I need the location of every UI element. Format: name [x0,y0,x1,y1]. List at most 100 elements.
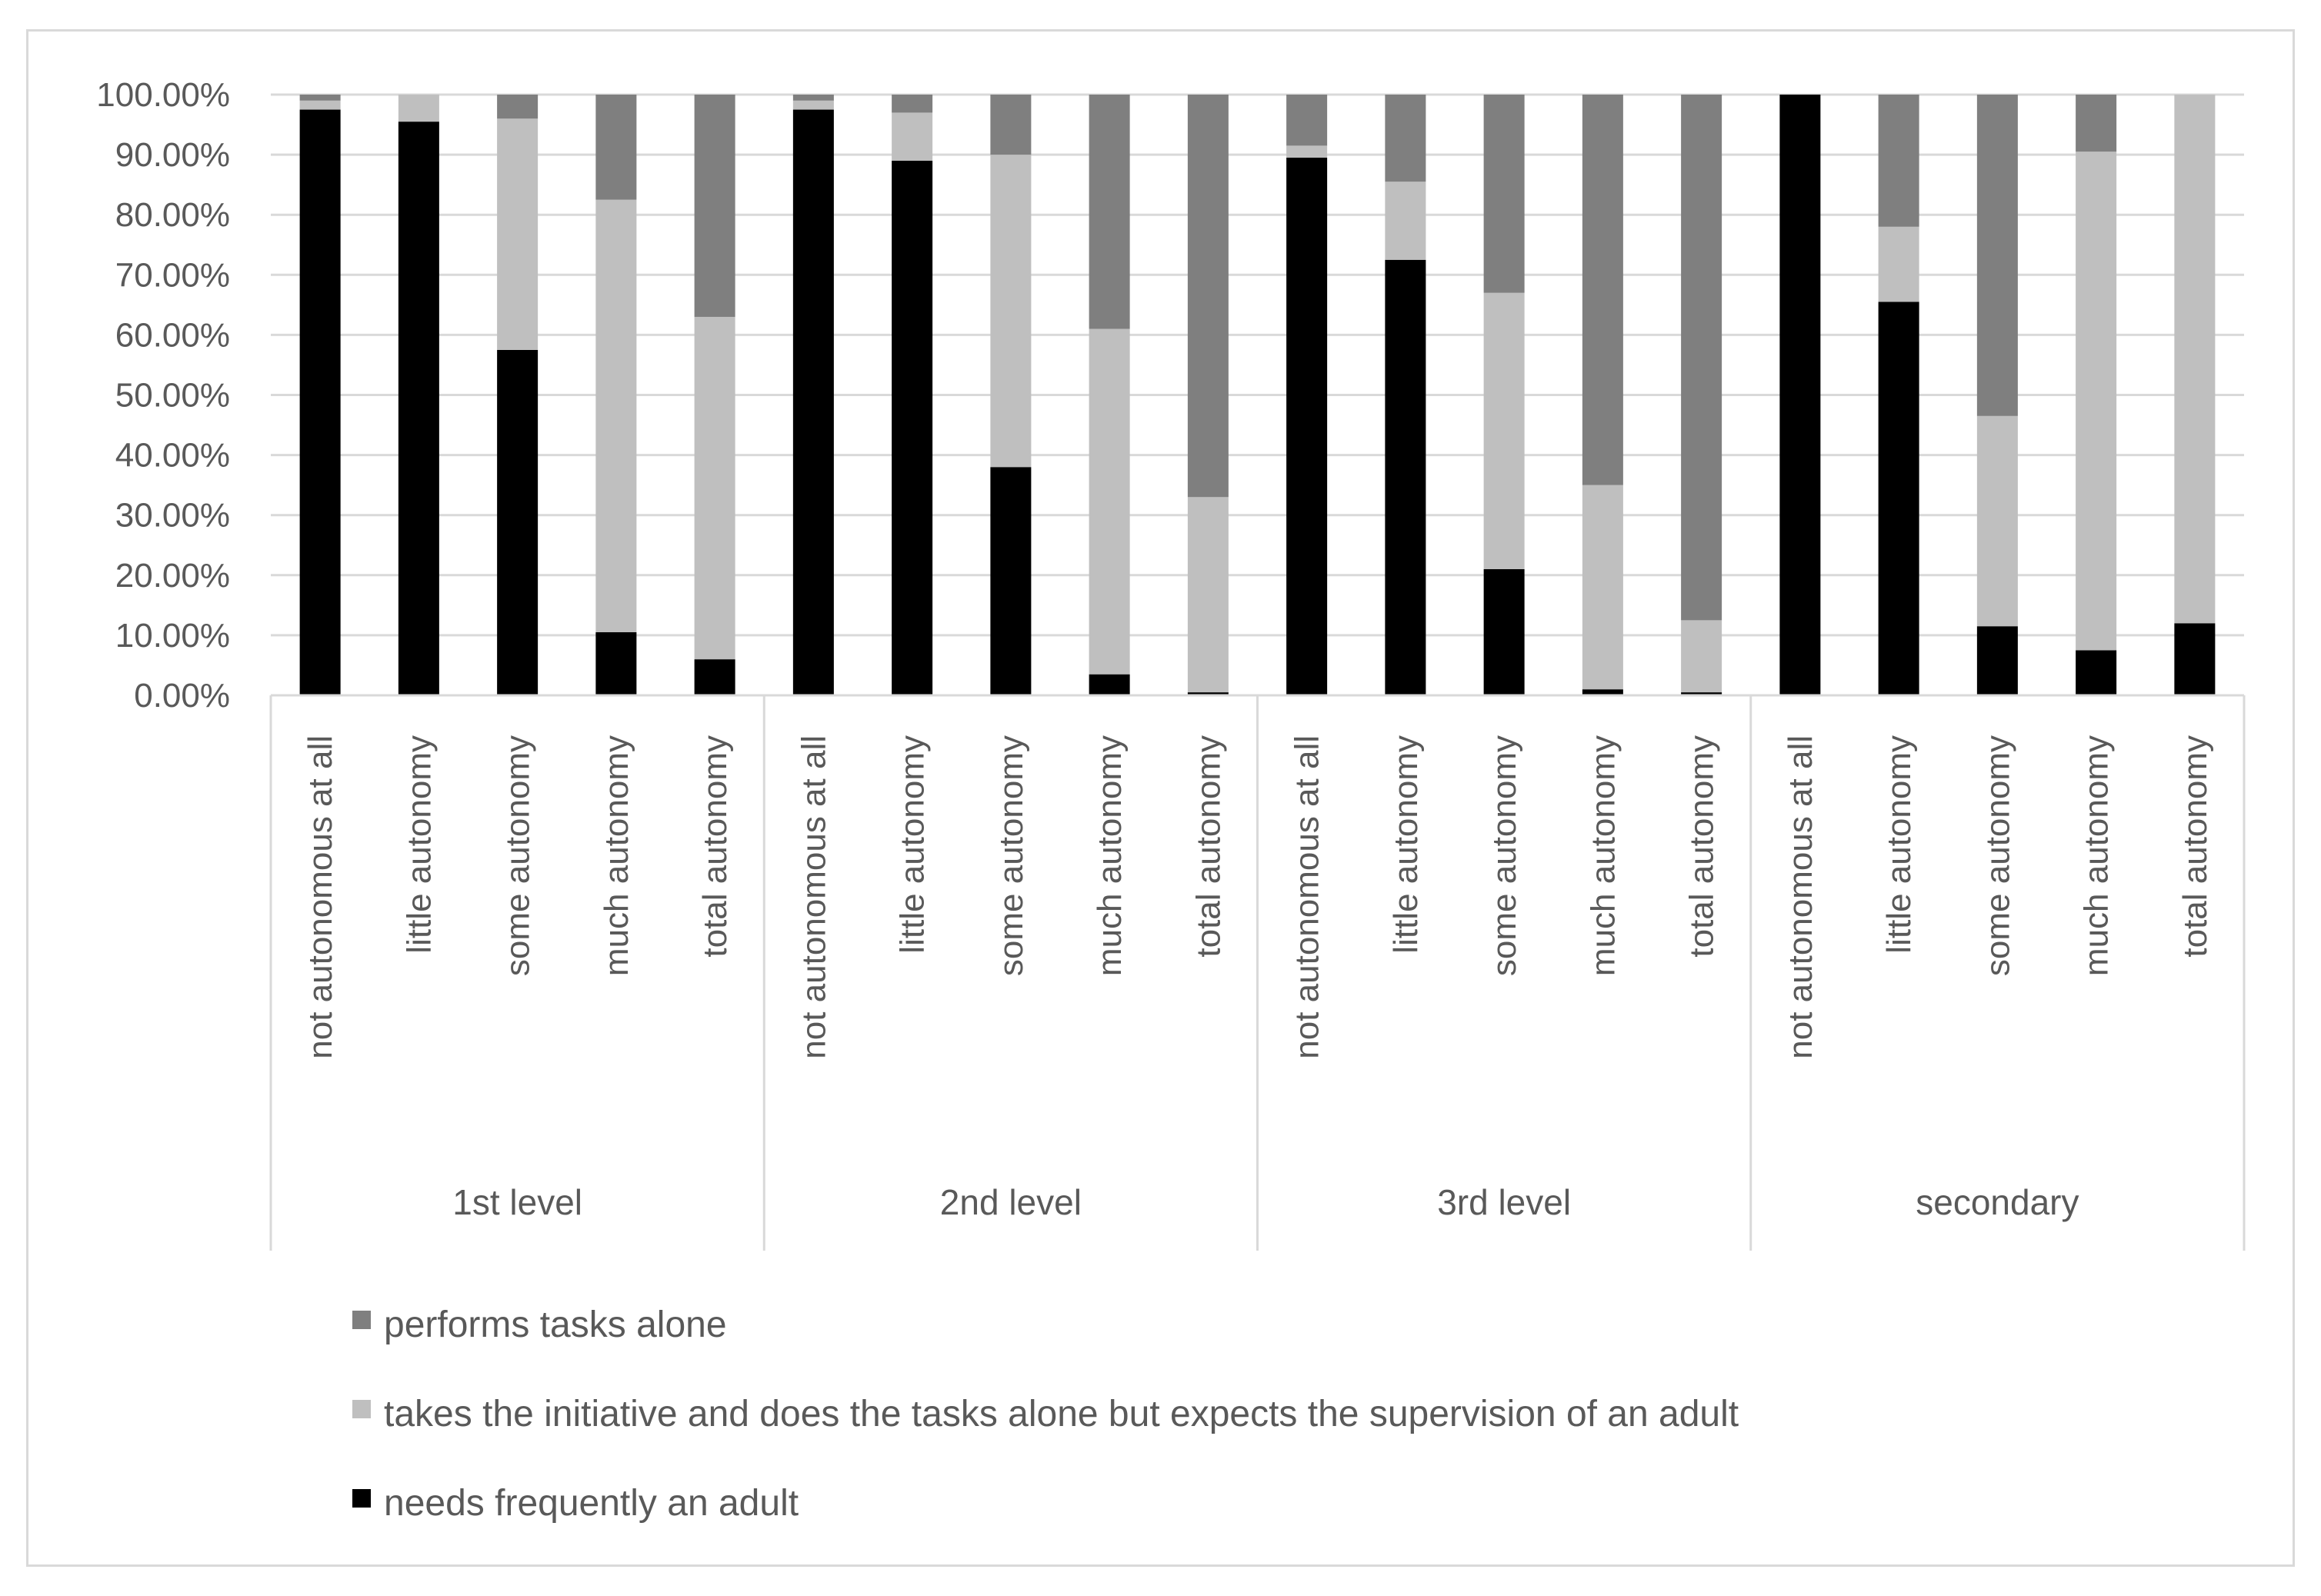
bar-segment-1 [2076,650,2117,695]
bar-segment-3 [990,95,1032,155]
category-label: total autonomy [696,735,734,958]
category-label: total autonomy [1189,735,1227,958]
y-tick-label: 50.00% [115,377,230,415]
bar-segment-3 [1582,95,1623,485]
bar-segment-2 [1976,415,2018,627]
bar-segment-2 [792,100,834,110]
bar-segment-1 [1483,568,1525,695]
bar-segment-2 [2174,95,2216,624]
bar-segment-3 [1385,95,1426,182]
bar-segment-1 [497,349,539,695]
group-label: 3rd level [1437,1182,1571,1222]
y-tick-label: 100.00% [96,76,230,114]
bar-segment-1 [1779,95,1821,695]
bar-segment-2 [1681,620,1722,693]
bar-segment-2 [990,155,1032,468]
category-label: total autonomy [2176,735,2214,958]
legend-swatch [352,1489,371,1508]
bar-segment-2 [1582,485,1623,690]
bar-segment-3 [1681,95,1722,621]
category-label: some autonomy [1486,735,1523,976]
bar-segment-2 [497,118,539,350]
y-axis-tick-labels: 0.00% 10.00% 20.00% 30.00% 40.00% 50.00% 60.00… [96,76,230,715]
category-label: little autonomy [1387,735,1425,954]
bar-segment-1 [595,631,637,695]
bar-segment-2 [1089,328,1130,675]
group-label: 1st level [452,1182,582,1222]
bar-segment-3 [1187,95,1229,498]
bar-segment-3 [1089,95,1130,329]
bar-segment-1 [1976,626,2018,695]
category-label: total autonomy [1683,735,1721,958]
bar-segment-3 [299,95,341,101]
category-label: much autonomy [2078,735,2116,976]
y-tick-label: 60.00% [115,316,230,354]
bar-segment-3 [595,95,637,200]
gridlines [271,93,2244,637]
bar-segment-3 [1286,95,1328,146]
legend-label: performs tasks alone [384,1304,727,1345]
category-label: little autonomy [1880,735,1918,954]
bar-segment-2 [595,199,637,632]
chart-frame: 0.00% 10.00% 20.00% 30.00% 40.00% 50.00% 60.00… [26,29,2295,1567]
axes [269,694,2246,1251]
y-tick-label: 0.00% [134,677,230,715]
group-labels: 1st level 2nd level 3rd level secondary [452,1182,2079,1222]
legend-label: needs frequently an adult [384,1483,799,1524]
category-label: some autonomy [499,735,537,976]
legend-swatch [352,1400,371,1418]
bar-segment-1 [990,467,1032,695]
bar-segment-2 [1286,145,1328,158]
bar-segment-2 [398,95,439,122]
y-tick-label: 30.00% [115,497,230,535]
y-tick-label: 40.00% [115,437,230,475]
category-label: not autonomous at all [795,735,832,1059]
bar-segment-3 [1483,95,1525,293]
group-label: 2nd level [940,1182,1082,1222]
bar-segment-2 [1385,182,1426,260]
stacked-bar-chart: 0.00% 10.00% 20.00% 30.00% 40.00% 50.00% 60.00… [96,76,2246,1524]
bar-segment-1 [1089,674,1130,695]
bar-segment-1 [792,109,834,695]
bar-segment-1 [892,160,933,695]
category-label: much autonomy [1584,735,1622,976]
category-label: little autonomy [400,735,438,954]
bar-segment-3 [892,95,933,113]
bar-segment-3 [694,95,735,317]
y-tick-label: 80.00% [115,196,230,234]
bar-segment-1 [1286,158,1328,695]
bar-segment-1 [1878,302,1919,695]
bars [299,95,2216,695]
bar-segment-2 [892,112,933,161]
legend-swatch [352,1311,371,1329]
category-label: little autonomy [894,735,932,954]
bar-segment-2 [694,316,735,660]
category-label: not autonomous at all [1289,735,1326,1059]
bar-segment-1 [1385,259,1426,695]
bar-segment-2 [299,100,341,110]
bar-segment-2 [2076,152,2117,651]
category-labels: not autonomous at all little autonomy some… [302,735,2214,1059]
bar-segment-3 [1878,95,1919,227]
bar-segment-1 [694,659,735,695]
bar-segment-1 [1187,692,1229,695]
y-tick-label: 90.00% [115,136,230,174]
group-label: secondary [1916,1182,2079,1222]
bar-segment-1 [2174,623,2216,695]
category-label: much autonomy [1091,735,1129,976]
bar-segment-3 [2076,95,2117,152]
bar-segment-2 [1878,226,1919,302]
bar-segment-3 [1976,95,2018,416]
y-tick-label: 10.00% [115,617,230,655]
bar-segment-1 [398,122,439,695]
bar-segment-2 [1187,497,1229,693]
bar-segment-1 [299,109,341,695]
category-label: some autonomy [992,735,1030,976]
bar-segment-1 [1582,689,1623,695]
category-label: some autonomy [1979,735,2016,976]
bar-segment-3 [792,95,834,101]
bar-segment-2 [1483,292,1525,569]
category-label: not autonomous at all [302,735,339,1059]
legend: performs tasks alone takes the initiative… [352,1304,1739,1524]
category-label: not autonomous at all [1782,735,1819,1059]
